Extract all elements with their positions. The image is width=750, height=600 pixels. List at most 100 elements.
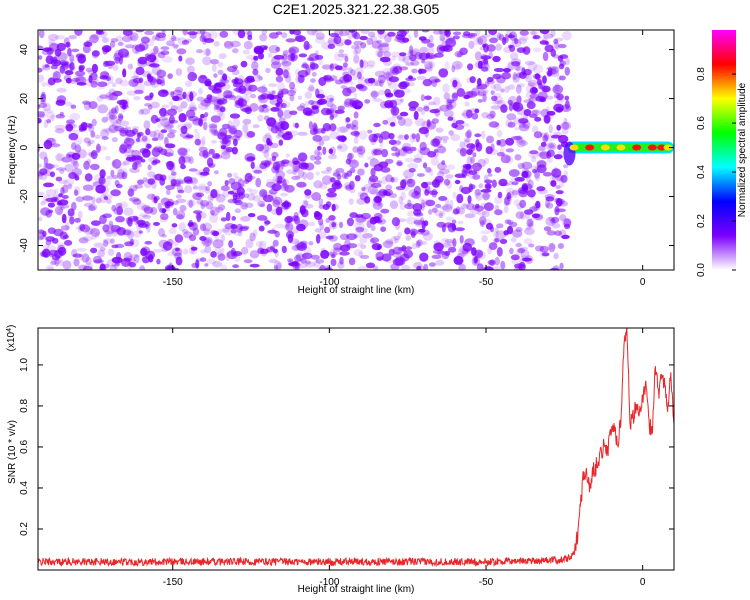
noise-speck (258, 76, 264, 81)
noise-speck (147, 75, 154, 82)
noise-speck (304, 100, 310, 108)
noise-speck (320, 249, 330, 259)
noise-speck (310, 254, 320, 260)
noise-speck (425, 63, 433, 73)
noise-speck (198, 75, 209, 84)
noise-speck (206, 157, 214, 167)
y-tick-label: 0.4 (19, 481, 30, 495)
noise-speck (423, 220, 429, 227)
noise-speck (514, 154, 522, 161)
noise-speck (419, 252, 429, 262)
noise-speck (344, 98, 354, 108)
noise-speck (378, 135, 384, 144)
noise-speck (394, 89, 405, 98)
noise-speck (121, 258, 131, 267)
noise-speck (123, 149, 135, 153)
noise-speck (137, 59, 148, 68)
noise-speck (188, 168, 198, 172)
noise-speck (226, 65, 237, 73)
noise-speck (404, 134, 409, 140)
noise-speck (217, 204, 226, 211)
noise-speck (473, 36, 480, 46)
noise-speck (302, 107, 313, 116)
noise-speck (202, 36, 207, 45)
noise-speck (352, 100, 363, 110)
noise-speck (413, 30, 419, 38)
noise-speck (329, 220, 338, 230)
noise-speck (531, 125, 539, 134)
noise-speck (371, 40, 381, 49)
noise-speck (133, 70, 139, 79)
noise-speck (185, 57, 195, 65)
noise-speck (202, 115, 207, 122)
noise-speck (269, 99, 281, 105)
noise-speck (185, 134, 194, 139)
spectrogram-frame (37, 29, 675, 271)
noise-speck (543, 226, 552, 232)
noise-speck (487, 80, 495, 85)
noise-speck (108, 108, 118, 117)
noise-speck (190, 246, 198, 251)
noise-speck (124, 137, 135, 147)
noise-speck (516, 95, 522, 104)
noise-speck (554, 83, 560, 92)
noise-speck (533, 169, 540, 179)
noise-speck (551, 66, 559, 75)
noise-speck (350, 131, 361, 136)
noise-speck (250, 161, 255, 169)
noise-speck (50, 143, 61, 148)
noise-speck (70, 104, 77, 109)
noise-speck (136, 202, 147, 211)
noise-speck (297, 95, 302, 100)
noise-speck (188, 219, 193, 227)
noise-speck (70, 66, 76, 71)
noise-speck (339, 251, 350, 256)
signal-track (563, 141, 674, 166)
noise-speck (38, 30, 45, 39)
noise-speck (68, 133, 79, 141)
noise-speck (203, 167, 210, 174)
noise-speck (357, 168, 365, 176)
noise-speck (74, 189, 79, 196)
signal-peak (585, 144, 595, 151)
noise-speck (416, 221, 427, 228)
noise-speck (432, 30, 443, 35)
noise-speck (157, 133, 164, 141)
noise-speck (505, 119, 513, 128)
noise-speck (48, 39, 55, 45)
noise-speck (444, 239, 455, 244)
noise-speck (241, 201, 249, 210)
noise-speck (149, 76, 157, 86)
noise-speck (111, 244, 119, 249)
noise-speck (243, 40, 253, 50)
noise-speck (497, 99, 506, 109)
noise-speck (315, 171, 321, 176)
noise-speck (423, 181, 435, 186)
noise-speck (318, 217, 324, 226)
noise-speck (200, 113, 205, 119)
noise-speck (339, 233, 349, 241)
noise-speck (232, 118, 240, 128)
noise-speck (454, 227, 465, 232)
noise-speck (98, 176, 106, 185)
noise-speck (396, 161, 403, 167)
noise-speck (525, 224, 532, 231)
noise-speck (492, 231, 499, 238)
noise-speck (462, 202, 467, 208)
noise-speck (428, 76, 439, 84)
noise-speck (547, 72, 552, 77)
noise-speck (209, 206, 220, 216)
noise-speck (106, 111, 116, 121)
noise-speck (101, 37, 109, 43)
noise-speck (313, 260, 321, 268)
noise-speck (352, 49, 359, 56)
noise-speck (514, 38, 519, 45)
noise-speck (464, 101, 470, 107)
noise-speck (339, 244, 351, 252)
noise-speck (539, 97, 547, 103)
noise-speck (531, 31, 536, 36)
noise-speck (55, 99, 66, 106)
noise-speck (212, 230, 220, 237)
noise-speck (171, 43, 180, 48)
noise-speck (102, 224, 110, 233)
